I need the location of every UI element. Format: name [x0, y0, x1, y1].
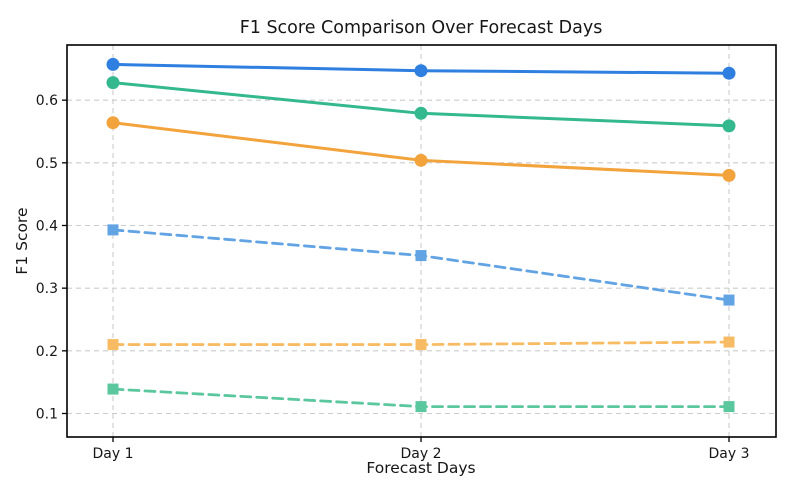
series-marker-blue-dashed-squares [415, 250, 427, 262]
series-marker-blue-dashed-squares [107, 224, 119, 236]
series-marker-green-solid-circles [722, 119, 736, 133]
y-tick-label: 0.4 [36, 218, 58, 234]
y-tick-label: 0.1 [36, 406, 58, 422]
series-marker-orange-solid-circles [722, 168, 736, 182]
series-marker-green-dashed-squares [107, 383, 119, 395]
series-marker-orange-dashed-squares [107, 339, 119, 351]
series-marker-blue-solid-circles [106, 57, 120, 71]
plot-area: 0.1 0.2 0.3 0.4 0.5 0.6 Day 1 Day 2 Day 3 [36, 44, 777, 462]
plot-border [66, 44, 777, 438]
x-tick-label: Day 1 [92, 446, 133, 462]
series-marker-green-dashed-squares [415, 401, 427, 413]
series-marker-blue-solid-circles [722, 66, 736, 80]
series-marker-green-dashed-squares [723, 401, 735, 413]
y-tick-label: 0.6 [36, 93, 58, 109]
x-axis-label: Forecast Days [366, 459, 475, 477]
series-marker-orange-solid-circles [414, 153, 428, 167]
series-marker-green-solid-circles [106, 76, 120, 90]
series-marker-orange-dashed-squares [723, 336, 735, 348]
chart-title: F1 Score Comparison Over Forecast Days [240, 18, 603, 38]
series-marker-orange-solid-circles [106, 116, 120, 130]
x-tick-label: Day 3 [708, 446, 749, 462]
y-tick-label: 0.5 [36, 156, 58, 172]
series-marker-blue-solid-circles [414, 64, 428, 78]
x-tick-label: Day 2 [400, 446, 441, 462]
series-marker-green-solid-circles [414, 106, 428, 120]
y-axis-label: F1 Score [13, 207, 31, 274]
series-marker-blue-dashed-squares [723, 294, 735, 306]
y-tick-label: 0.3 [36, 281, 58, 297]
y-tick-label: 0.2 [36, 344, 58, 360]
series-marker-orange-dashed-squares [415, 339, 427, 351]
